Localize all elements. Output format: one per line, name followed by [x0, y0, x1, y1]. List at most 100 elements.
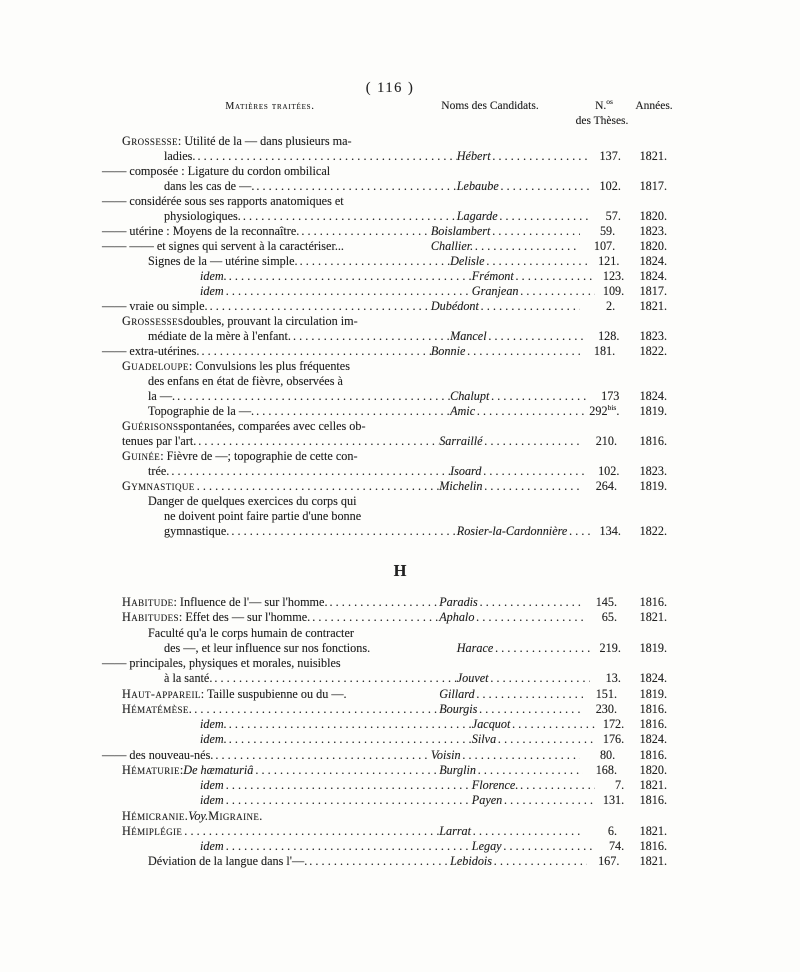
- thesis-year: 1824.: [639, 254, 667, 268]
- table-row: des —, et leur influence sur nos fonctio…: [100, 641, 667, 656]
- table-row: Gymnastique Michelin 264. 1819.: [100, 479, 667, 494]
- thesis-number: 109.: [602, 284, 625, 298]
- column-header-years: Années.: [635, 100, 673, 112]
- table-row: ladies. Hébert 137. 1821.: [100, 149, 667, 164]
- candidate-name: Rosier-la-Cardonnière: [456, 524, 568, 538]
- candidate-cell: Sarraillé: [439, 434, 583, 449]
- candidate-cell: Boislambert: [431, 224, 580, 239]
- thesis-year: 1823.: [639, 329, 667, 343]
- candidate-name: Jouvet: [456, 671, 489, 686]
- dot-leader: [474, 610, 583, 625]
- candidate-name: Payen: [471, 793, 503, 808]
- entry-text: : Effet des — sur l'homme.: [178, 610, 311, 625]
- dot-leader: [519, 284, 596, 299]
- entry-matter: —— principales, physiques et morales, nu…: [100, 656, 431, 671]
- candidate-name: Amic: [450, 404, 476, 418]
- candidate-name: Voisin: [430, 747, 461, 762]
- dot-leader: [213, 748, 430, 763]
- thesis-number: 151.: [595, 686, 618, 701]
- candidate-cell: Jacquot: [472, 717, 596, 732]
- thesis-year: 1819.: [639, 479, 668, 493]
- dot-leader: [310, 610, 439, 625]
- entry-text: —— extra-utérines.: [102, 344, 200, 358]
- table-row: gymnastique. Rosier-la-Cardonnière 134. 182…: [100, 524, 667, 539]
- entry-matter: —— des nouveau-nés.: [100, 748, 431, 763]
- table-row: idem. Silva 176. 1824.: [100, 732, 667, 747]
- table-row: idem. Jacquot 172. 1816.: [100, 717, 667, 732]
- entry-matter: trée.: [100, 464, 450, 479]
- entry-italic-text: idem.: [200, 269, 227, 283]
- table-row: Faculté qu'a le corps humain de contract…: [100, 626, 667, 641]
- thesis-year: 1820.: [639, 209, 667, 223]
- entry-matter: Topographie de la —.: [100, 404, 450, 419]
- candidate-cell: Voisin: [431, 748, 580, 763]
- candidate-name: Isoard: [450, 464, 482, 478]
- thesis-number: 168.: [595, 762, 618, 777]
- table-row: —— composée : Ligature du cordon ombilic…: [100, 164, 667, 179]
- thesis-number: 123.: [602, 269, 625, 283]
- dot-leader: [502, 793, 595, 808]
- table-row: Hématémèse. Bourgis 230. 1816.: [100, 702, 667, 717]
- entry-matter: —— extra-utérines.: [100, 344, 431, 359]
- entry-matter: idem: [100, 778, 472, 793]
- candidate-name: Bourgis: [439, 701, 478, 716]
- table-row: Danger de quelques exercices du corps qu…: [100, 494, 667, 509]
- table-row: Topographie de la —. Amic 292bis. 1819.: [100, 404, 667, 419]
- dot-leader: [493, 641, 590, 656]
- entry-italic-text: idem: [200, 778, 224, 792]
- entry-matter: Habitudes : Effet des — sur l'homme.: [100, 610, 439, 625]
- table-row: idem Legay 74. 1816.: [100, 839, 667, 854]
- dot-leader: [254, 404, 450, 419]
- entry-matter: ne doivent point faire partie d'une bonn…: [100, 509, 457, 524]
- thesis-number-sup: bis: [607, 402, 617, 412]
- candidate-name: Sarraillé: [439, 434, 483, 448]
- thesis-year: 1816.: [639, 595, 668, 609]
- thesis-number: 121.: [598, 254, 620, 268]
- thesis-number: 107.: [593, 239, 616, 253]
- candidate-cell: Lebaube: [457, 179, 590, 194]
- entry-matter: —— vraie ou simple.: [100, 299, 431, 314]
- thesis-number: 57.: [605, 209, 621, 223]
- entry-text: —— des nouveau-nés.: [102, 747, 214, 762]
- candidate-name: Lagarde: [456, 209, 498, 223]
- entry-matter: idem: [100, 284, 472, 299]
- dot-leader: [489, 389, 587, 404]
- entry-matter: Faculté qu'a le corps humain de contract…: [100, 626, 450, 641]
- thesis-year: 1816.: [639, 434, 668, 448]
- candidate-name: Hébert: [456, 149, 491, 163]
- entry-headword-ref: Migraine.: [208, 808, 263, 823]
- dot-leader: [224, 793, 472, 808]
- thesis-year: 1819.: [639, 404, 667, 418]
- thesis-year: 1819.: [639, 686, 668, 701]
- candidate-name: Lebidois: [450, 854, 493, 869]
- entry-text: la —.: [148, 389, 176, 403]
- entry-matter: la —.: [100, 389, 450, 404]
- entry-italic-text: De hæmaturiâ: [183, 762, 254, 777]
- entry-text: —— principales, physiques et morales, nu…: [102, 656, 341, 670]
- candidate-name: Larrat: [439, 823, 472, 838]
- entry-matter: Grossesse : Utilité de la — dans plusieu…: [100, 134, 439, 149]
- entry-matter: idem.: [100, 269, 472, 284]
- entry-headword: Haut-appareil: [122, 686, 201, 701]
- thesis-year: 1817.: [639, 179, 667, 193]
- entry-matter: Guérisons spontanées, comparées avec cel…: [100, 419, 439, 434]
- entry-text: trée.: [148, 464, 170, 478]
- dot-leader: [208, 299, 431, 314]
- thesis-year: 1816.: [639, 701, 668, 716]
- thesis-year: 1821.: [639, 778, 667, 792]
- candidate-name: Lebaube: [456, 179, 499, 193]
- candidate-cell: Amic: [450, 404, 587, 419]
- thesis-number: 137.: [599, 149, 621, 163]
- thesis-year: 1816.: [639, 747, 667, 762]
- entry-text: —— utérine : Moyens de la reconnaître.: [102, 224, 300, 238]
- entry-text: spontanées, comparées avec celles ob-: [178, 419, 366, 433]
- entry-text: médiate de la mère à l'enfant.: [148, 329, 291, 343]
- candidate-cell: Chalupt: [450, 389, 587, 404]
- entry-matter: idem: [100, 839, 472, 854]
- dot-leader: [481, 464, 587, 479]
- dot-leader: [299, 224, 431, 239]
- entry-italic-text: idem: [200, 284, 224, 298]
- entry-italic-text: idem: [200, 793, 224, 808]
- entry-text: ne doivent point faire partie d'une bonn…: [164, 509, 362, 523]
- dot-leader: [479, 299, 580, 314]
